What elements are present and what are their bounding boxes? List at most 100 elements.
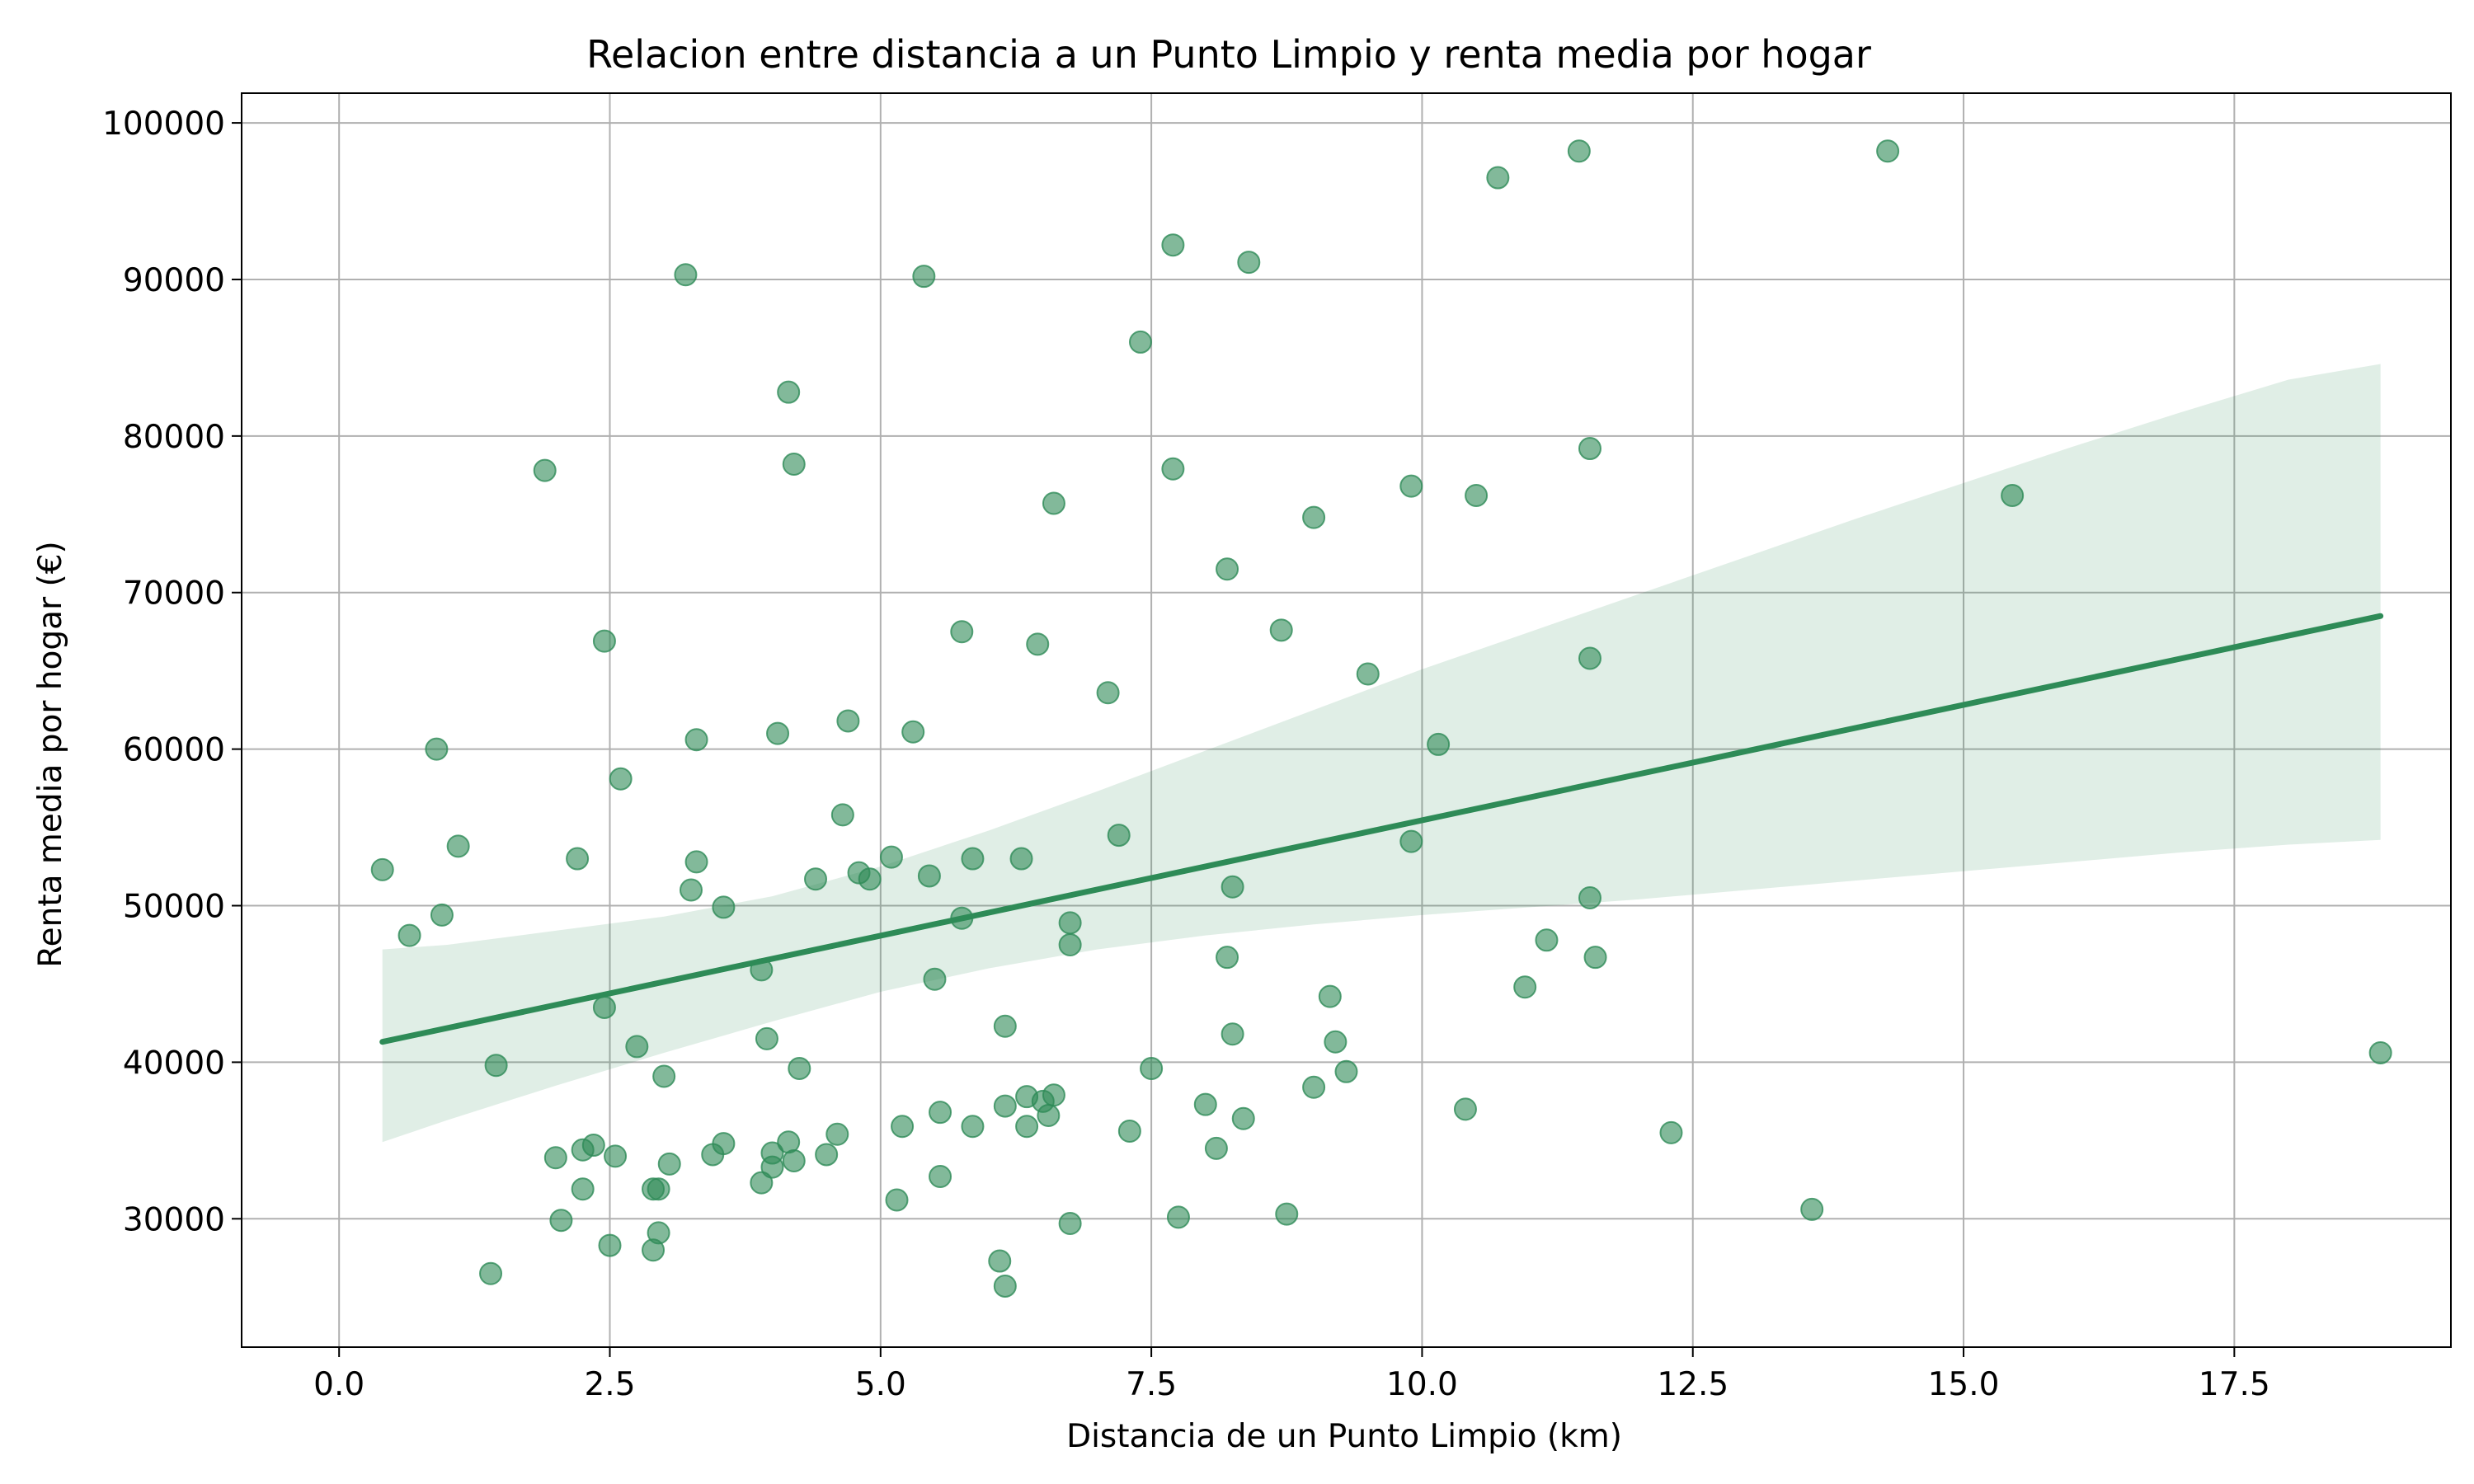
data-point <box>684 850 708 874</box>
data-point <box>1117 1119 1141 1143</box>
data-point <box>1042 1083 1065 1107</box>
data-point <box>370 857 394 881</box>
data-point <box>923 967 947 991</box>
data-point <box>1269 618 1293 642</box>
data-point <box>430 903 454 927</box>
data-point <box>1302 505 1326 529</box>
data-point <box>993 1274 1017 1298</box>
data-point <box>1221 875 1244 899</box>
data-point <box>950 620 974 644</box>
data-point <box>988 1249 1012 1273</box>
data-point <box>885 1188 909 1212</box>
data-point <box>777 380 801 404</box>
data-point <box>782 453 806 477</box>
data-point <box>1140 1057 1164 1080</box>
data-point <box>804 867 828 891</box>
data-point <box>592 629 616 653</box>
data-point <box>1334 1059 1358 1083</box>
regression-line-layer <box>379 613 2384 1045</box>
data-point <box>836 709 860 733</box>
data-point <box>1237 251 1261 275</box>
data-point <box>1216 557 1239 581</box>
data-point <box>479 1261 503 1285</box>
data-point <box>1399 474 1423 498</box>
data-point <box>1096 681 1120 705</box>
confidence-band <box>382 364 2381 1143</box>
data-point <box>674 263 698 287</box>
data-point <box>1107 824 1131 848</box>
x-tick-label: 0.0 <box>313 1366 365 1403</box>
data-point <box>1128 330 1152 354</box>
x-axis-label: Distancia de un Punto Limpio (km) <box>1066 1418 1622 1455</box>
data-point <box>1221 1022 1244 1046</box>
data-point <box>961 847 985 871</box>
y-tick-label: 30000 <box>123 1201 225 1238</box>
data-point <box>815 1143 839 1167</box>
x-tick-label: 2.5 <box>584 1366 635 1403</box>
data-point <box>1659 1120 1683 1144</box>
data-point <box>2368 1041 2392 1065</box>
x-tick-label: 15.0 <box>1928 1366 2000 1403</box>
data-point <box>1161 233 1185 257</box>
data-point <box>533 458 557 482</box>
data-point <box>425 737 449 761</box>
data-point <box>625 1035 649 1059</box>
data-point <box>712 1132 736 1156</box>
data-point <box>684 728 708 752</box>
data-point <box>1015 1115 1039 1139</box>
data-point <box>1399 829 1423 853</box>
data-point <box>1042 491 1065 515</box>
chart-title: Relacion entre distancia a un Punto Limp… <box>586 32 1871 77</box>
data-point <box>1231 1106 1255 1130</box>
data-point <box>901 720 925 744</box>
data-point <box>879 845 903 869</box>
data-point <box>581 1134 605 1158</box>
data-point <box>1058 911 1082 935</box>
data-point <box>1009 847 1033 871</box>
data-point <box>657 1152 681 1176</box>
data-point <box>1058 1211 1082 1235</box>
x-tick-label: 12.5 <box>1657 1366 1729 1403</box>
y-tick-label: 60000 <box>123 732 225 769</box>
data-point <box>912 265 936 289</box>
data-point <box>566 847 590 871</box>
data-point <box>549 1209 573 1233</box>
data-point <box>712 895 736 919</box>
data-point <box>1535 928 1559 952</box>
y-tick-label: 80000 <box>123 419 225 456</box>
y-tick-label: 70000 <box>123 575 225 613</box>
data-point <box>679 878 703 902</box>
data-point <box>2001 484 2025 508</box>
y-tick-label: 90000 <box>123 262 225 299</box>
data-point <box>1166 1205 1190 1229</box>
data-point <box>782 1149 806 1173</box>
data-point <box>1876 139 1900 163</box>
data-point <box>609 767 633 791</box>
data-point <box>766 721 790 745</box>
data-point <box>929 1101 952 1125</box>
x-tick-label: 10.0 <box>1386 1366 1458 1403</box>
data-point <box>1486 166 1510 190</box>
data-point <box>760 1141 784 1165</box>
data-point <box>1204 1136 1228 1160</box>
data-point <box>1578 886 1602 910</box>
x-tick-label: 17.5 <box>2199 1366 2270 1403</box>
data-point <box>571 1177 595 1201</box>
data-point <box>1465 484 1489 508</box>
x-axis-ticks: 0.0 2.5 5.0 7.5 10.0 12.5 15.0 17.5 <box>313 1347 2270 1403</box>
y-axis-ticks: 30000 40000 50000 60000 70000 80000 90000 10000… <box>102 106 242 1238</box>
data-point <box>1216 946 1239 970</box>
data-point <box>1453 1097 1477 1121</box>
data-point <box>830 803 854 827</box>
y-tick-label: 100000 <box>102 106 225 143</box>
data-point <box>397 923 421 947</box>
data-point <box>788 1057 811 1080</box>
data-point <box>652 1064 676 1088</box>
data-point <box>604 1144 628 1168</box>
x-tick-label: 7.5 <box>1126 1366 1177 1403</box>
regression-line <box>379 613 2384 1045</box>
data-point <box>961 1115 985 1139</box>
data-point <box>858 867 882 891</box>
